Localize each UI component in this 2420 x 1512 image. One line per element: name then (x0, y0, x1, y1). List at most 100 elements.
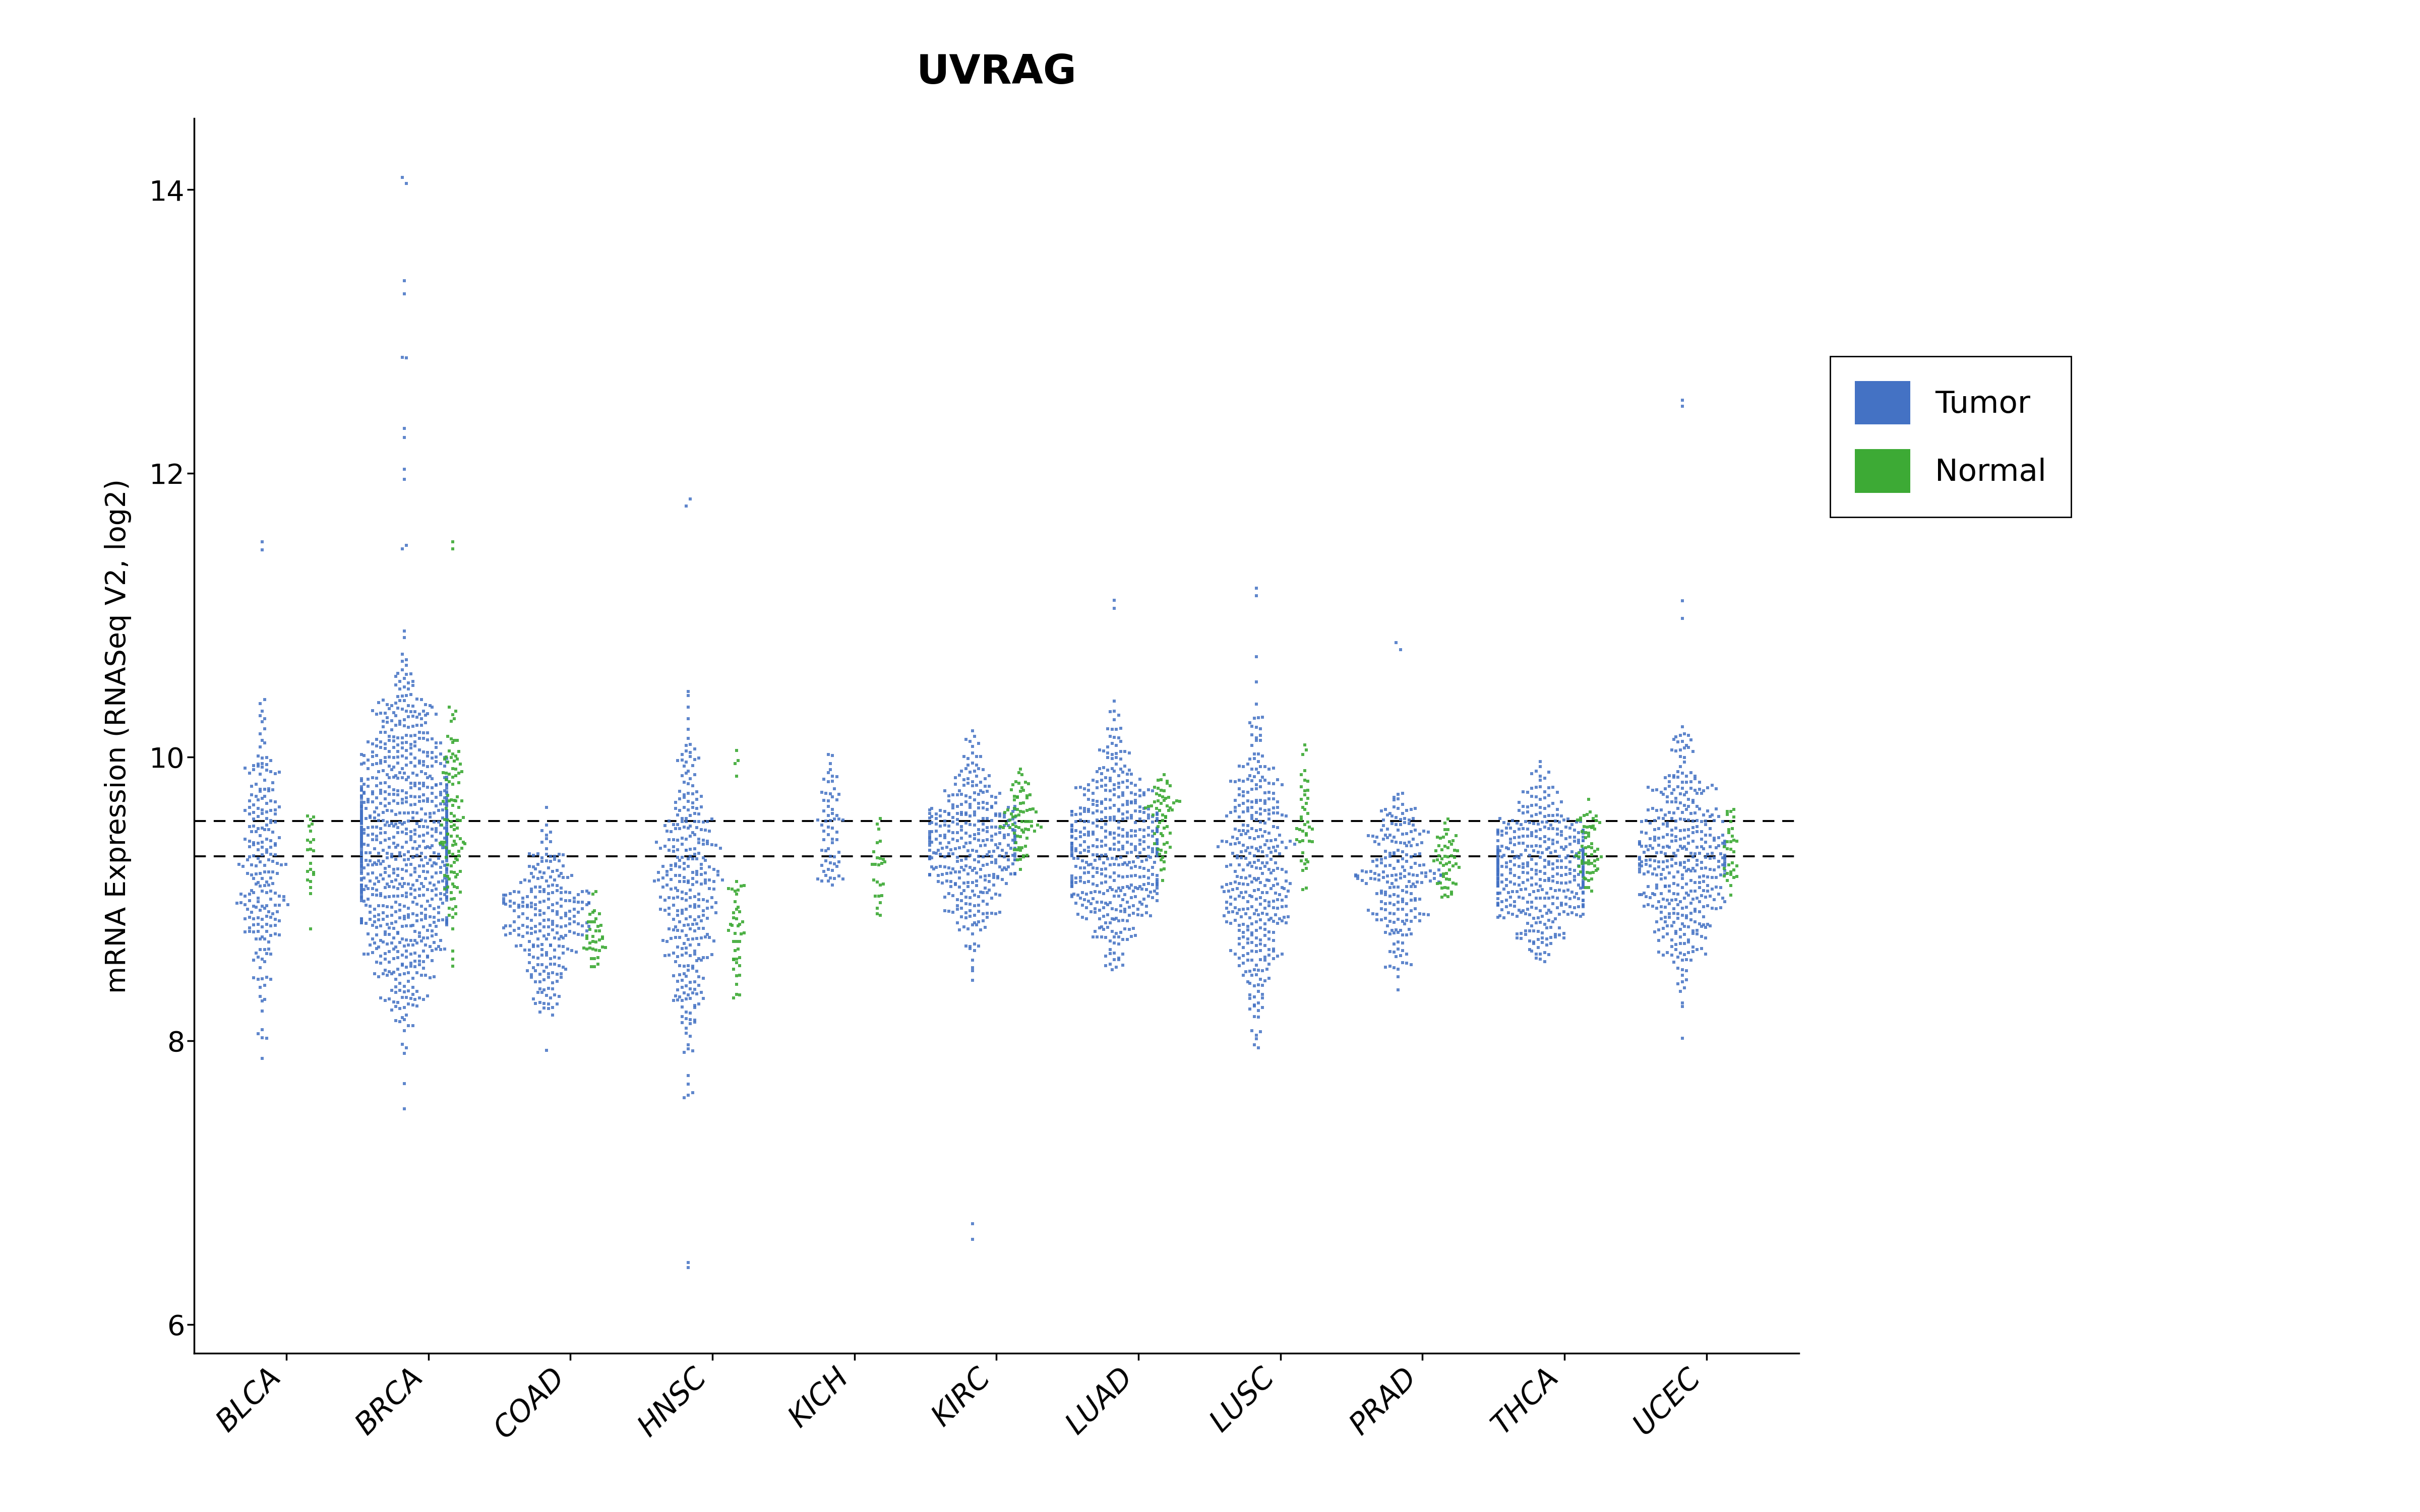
Point (341, 820, 380, 844)
Point (1249, 786, 1287, 810)
Point (365, 750, 404, 774)
Point (953, 838, 992, 862)
Point (1384, 909, 1423, 933)
Point (528, 927, 566, 951)
Point (1525, 862, 1563, 886)
Point (431, 801, 469, 826)
Point (385, 457, 424, 481)
Point (341, 881, 380, 906)
Point (1563, 835, 1602, 859)
Point (261, 853, 300, 877)
Point (1087, 842, 1125, 866)
Point (1094, 804, 1133, 829)
Point (426, 863, 465, 888)
Point (992, 844, 1031, 868)
Point (1065, 856, 1104, 880)
Point (382, 874, 421, 898)
Point (1254, 786, 1292, 810)
Point (666, 857, 704, 881)
Point (1425, 883, 1464, 907)
Point (1650, 878, 1689, 903)
Point (1433, 880, 1471, 904)
Point (404, 859, 443, 883)
Point (414, 841, 453, 865)
Point (399, 883, 438, 907)
Point (257, 842, 295, 866)
Point (252, 748, 290, 773)
Point (1384, 859, 1423, 883)
Point (428, 877, 467, 901)
Point (341, 885, 380, 909)
Point (639, 868, 678, 892)
Point (394, 733, 433, 758)
Point (249, 777, 288, 801)
Point (1556, 810, 1595, 835)
Point (252, 842, 290, 866)
Point (1563, 818, 1602, 842)
Point (1111, 771, 1150, 795)
Point (951, 812, 990, 836)
Point (1077, 798, 1116, 823)
Point (484, 883, 523, 907)
Point (1104, 888, 1142, 912)
Point (428, 886, 467, 910)
Point (380, 688, 419, 712)
Point (1479, 874, 1517, 898)
Point (1111, 856, 1150, 880)
Point (1249, 807, 1287, 832)
Point (578, 915, 617, 939)
Point (566, 878, 605, 903)
Point (1711, 830, 1750, 854)
Point (1713, 824, 1752, 848)
Point (1508, 897, 1546, 921)
Point (1062, 894, 1101, 918)
Point (1534, 857, 1573, 881)
Point (1486, 906, 1525, 930)
Point (252, 906, 290, 930)
Point (1101, 717, 1140, 741)
Point (348, 756, 387, 780)
Point (375, 729, 414, 753)
Point (1104, 836, 1142, 860)
Point (295, 804, 334, 829)
Point (910, 847, 949, 871)
Point (1534, 851, 1573, 875)
Point (1500, 816, 1539, 841)
Point (1058, 847, 1096, 871)
Point (438, 824, 477, 848)
Point (1694, 829, 1733, 853)
Point (341, 807, 380, 832)
Point (680, 841, 719, 865)
Point (1677, 820, 1716, 844)
Point (1094, 838, 1133, 862)
Point (1675, 767, 1713, 791)
Point (1711, 862, 1750, 886)
Point (1508, 835, 1546, 859)
Point (1053, 832, 1091, 856)
Point (353, 699, 392, 723)
Point (1479, 841, 1517, 865)
Point (1709, 836, 1747, 860)
Point (428, 773, 467, 797)
Point (1104, 824, 1142, 848)
Point (1070, 889, 1108, 913)
Point (378, 739, 416, 764)
Point (975, 872, 1014, 897)
Point (428, 807, 467, 832)
Point (653, 907, 692, 931)
Point (361, 821, 399, 845)
Point (1517, 785, 1556, 809)
Point (1437, 872, 1476, 897)
Point (1643, 916, 1682, 940)
Point (1520, 919, 1558, 943)
Point (1551, 816, 1590, 841)
Point (1140, 783, 1179, 807)
Point (958, 753, 997, 777)
Point (361, 759, 399, 783)
Point (668, 987, 707, 1012)
Point (540, 934, 578, 959)
Point (1479, 859, 1517, 883)
Point (1387, 903, 1425, 927)
Point (951, 804, 990, 829)
Point (515, 857, 554, 881)
